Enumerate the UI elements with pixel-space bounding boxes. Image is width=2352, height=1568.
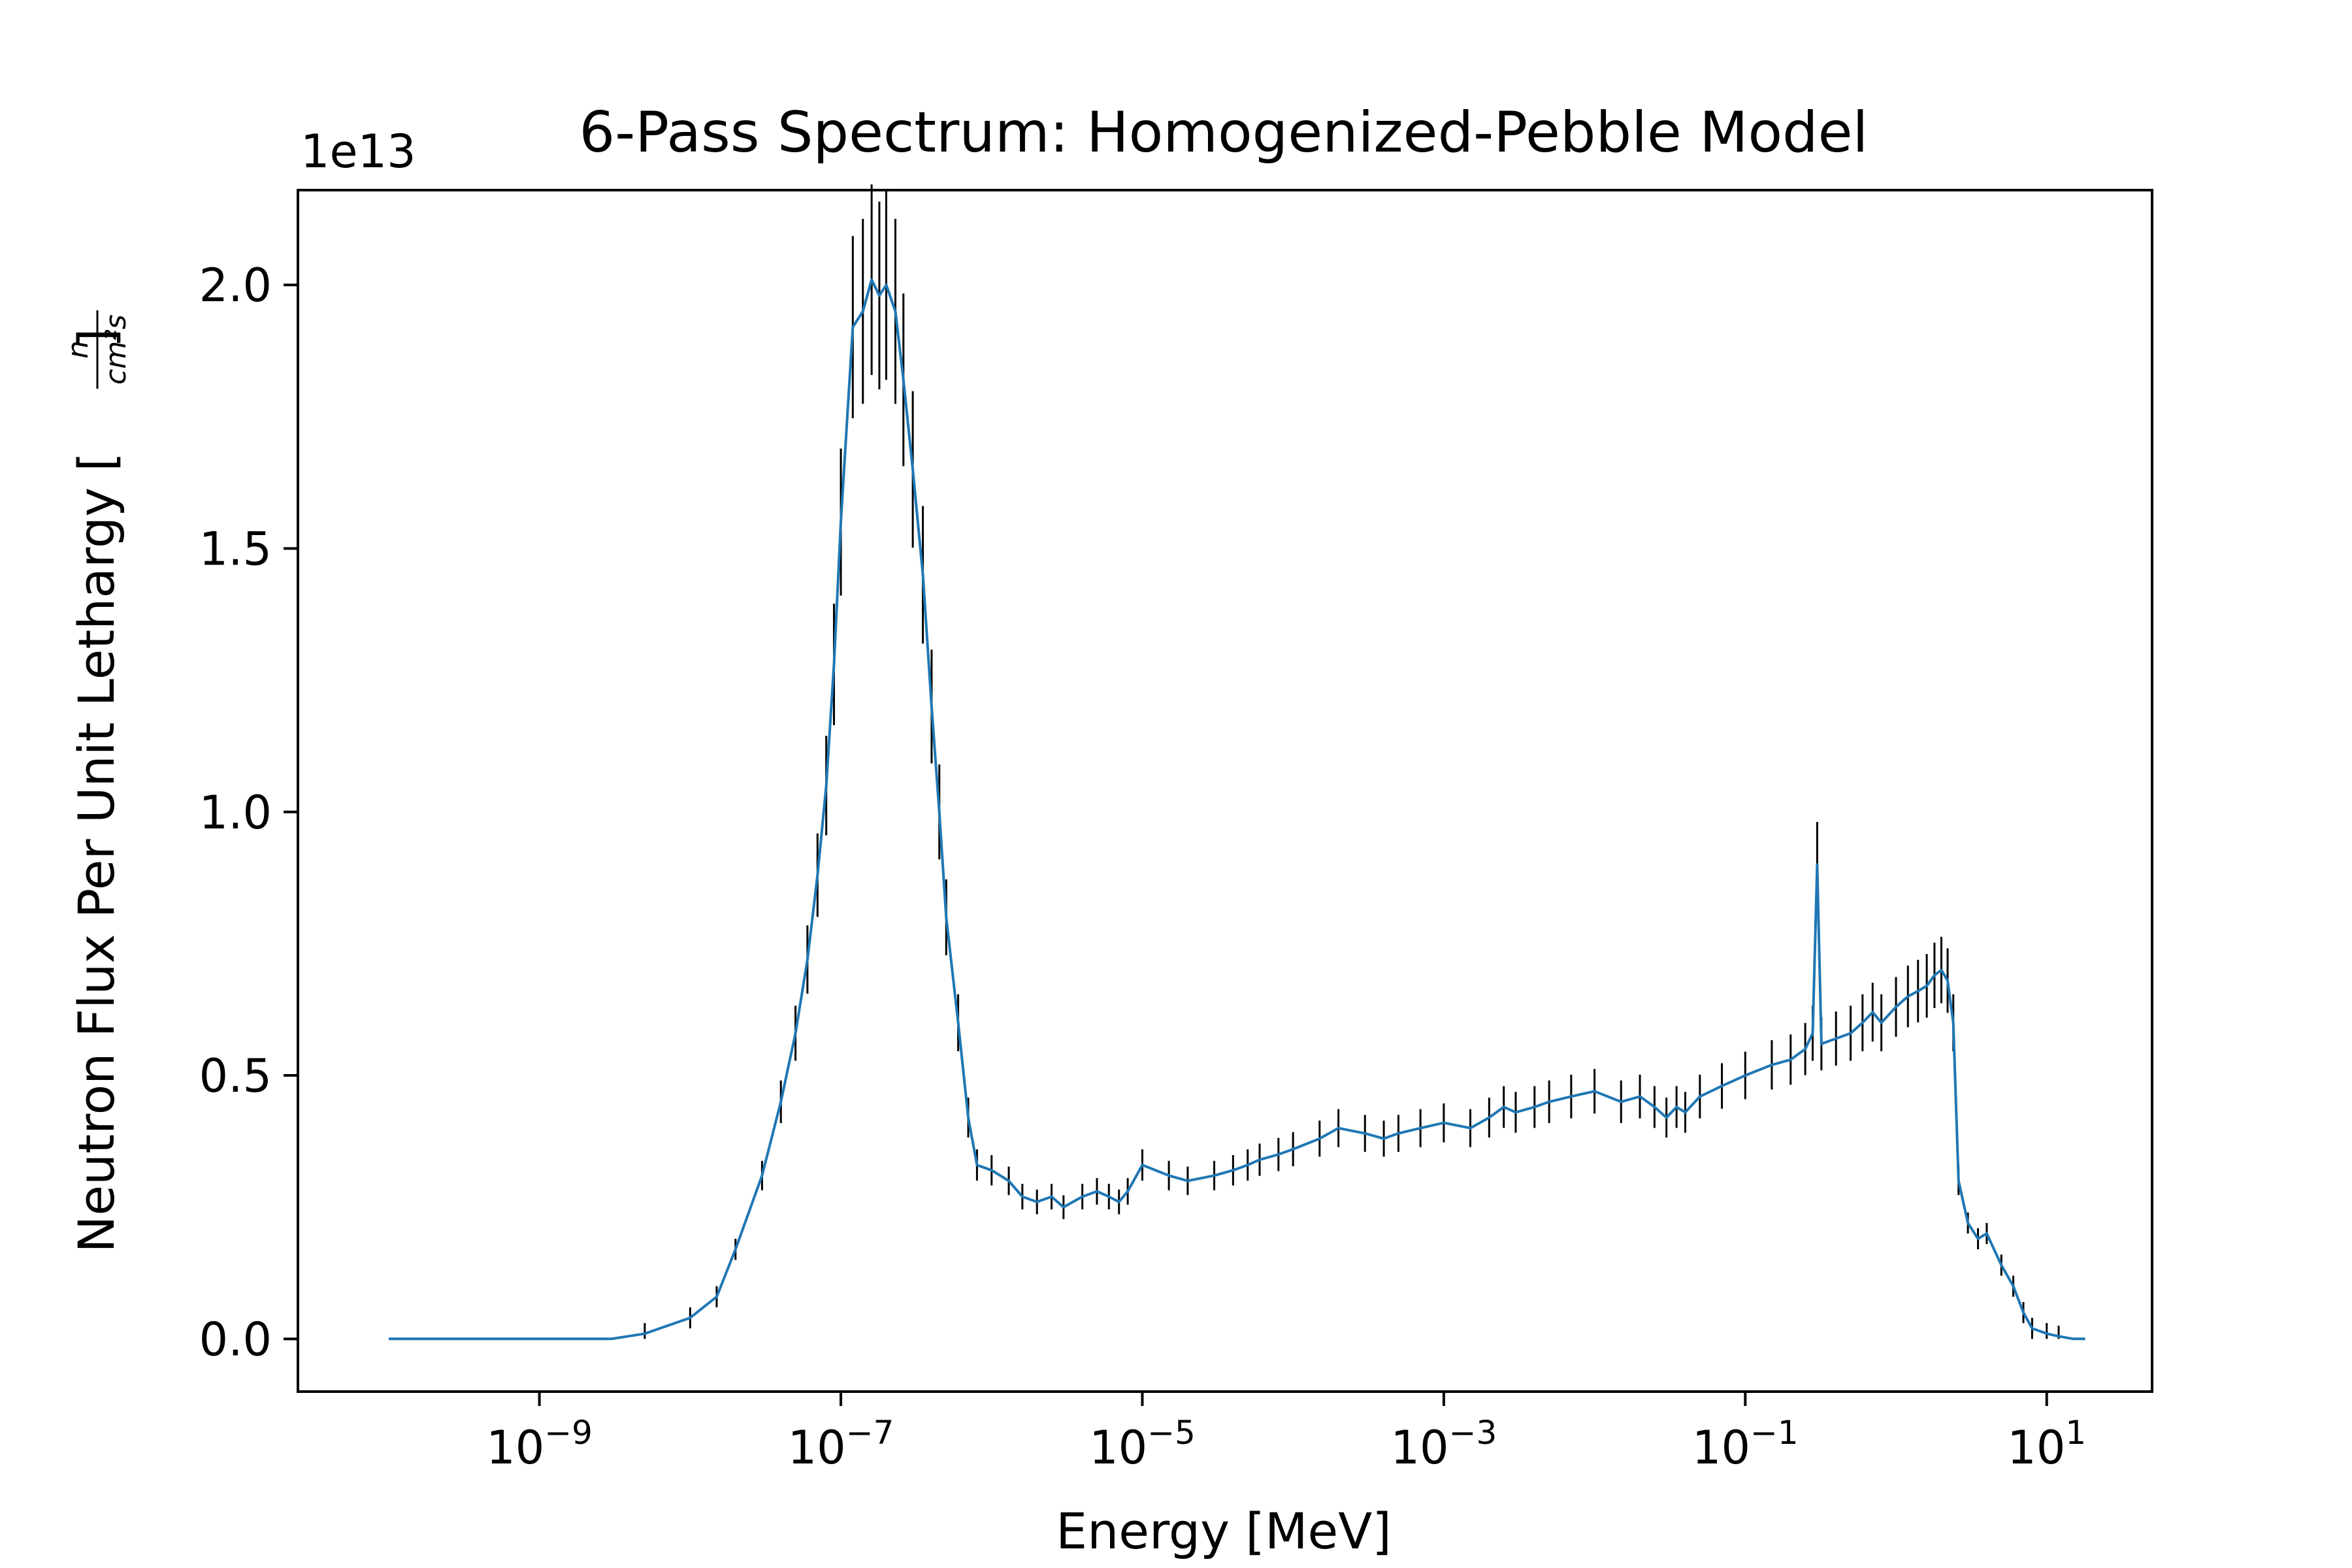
chart-title: 6-Pass Spectrum: Homogenized-Pebble Mode… (580, 100, 1869, 165)
x-tick-label: 10−1 (1692, 1414, 1799, 1475)
y-tick-label: 1.5 (199, 522, 272, 576)
plot-area (298, 190, 2152, 1392)
x-tick-label: 10−3 (1390, 1414, 1497, 1475)
x-axis-ticks: 10−9 10−7 10−5 10−3 10−1 101 (486, 1392, 2086, 1475)
x-tick-label: 10−5 (1089, 1414, 1196, 1475)
y-axis-ticks: 0.0 0.5 1.0 1.5 2.0 (199, 259, 298, 1366)
svg-text:Neutron Flux Per Unit Lethargy: Neutron Flux Per Unit Lethargy [] (67, 328, 125, 1252)
y-tick-label: 1.0 (199, 786, 272, 840)
plot-frame (297, 189, 2153, 1393)
y-tick-label: 0.5 (199, 1049, 272, 1103)
y-axis-label-prefix: Neutron Flux Per Unit Lethargy [ (67, 452, 125, 1253)
y-offset-label: 1e13 (301, 125, 416, 178)
series-line-layer (388, 278, 2085, 1341)
y-axis-label-denominator: cm²s (99, 314, 133, 385)
x-tick-label: 10−9 (486, 1414, 593, 1475)
y-tick-label: 0.0 (199, 1313, 272, 1366)
x-tick-label: 10−7 (788, 1414, 894, 1475)
y-axis-label: Neutron Flux Per Unit Lethargy [] n cm²s (61, 310, 133, 1253)
y-axis-label-numerator: n (61, 340, 95, 359)
x-tick-label: 101 (2007, 1414, 2086, 1475)
y-tick-label: 2.0 (199, 259, 272, 312)
series-line (388, 278, 2085, 1341)
x-axis-label: Energy [MeV] (1056, 1502, 1392, 1560)
